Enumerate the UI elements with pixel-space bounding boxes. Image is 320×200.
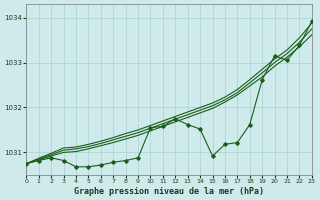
- X-axis label: Graphe pression niveau de la mer (hPa): Graphe pression niveau de la mer (hPa): [74, 187, 264, 196]
